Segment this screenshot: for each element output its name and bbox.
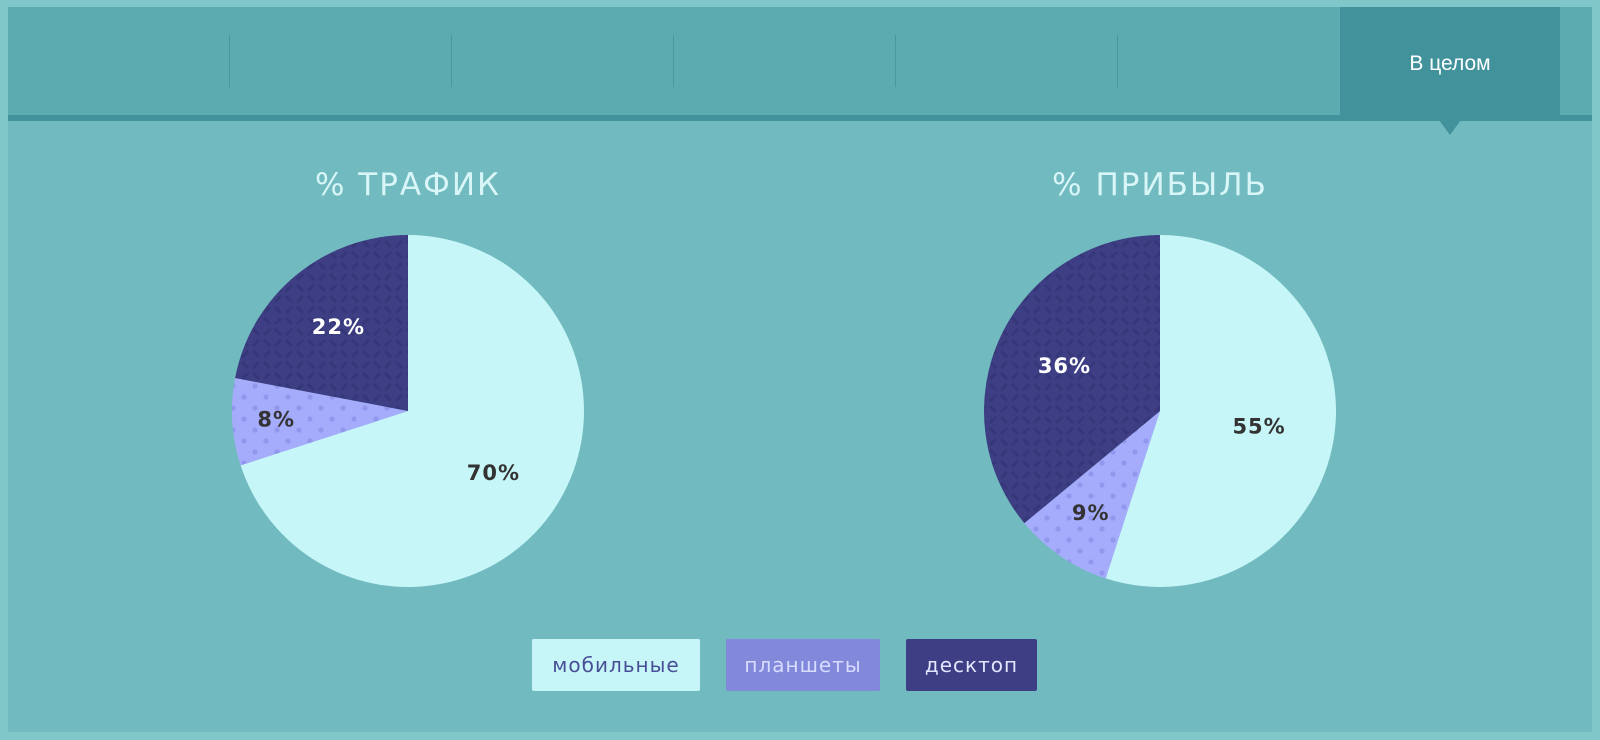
- pie-charts: 70% 8% 22% 55% 9% 36%: [232, 235, 1337, 587]
- tab-divider: [1117, 35, 1118, 87]
- tab-bar: [8, 7, 1592, 115]
- tab-divider: [673, 35, 674, 87]
- tab-bar-underline: [8, 115, 1592, 121]
- pie-label-desktop: 36%: [1038, 354, 1091, 378]
- legend-desktop-button[interactable]: десктоп: [906, 639, 1037, 691]
- active-tab-pointer: [1439, 120, 1461, 135]
- tab-divider: [895, 35, 896, 87]
- profit-pie: 55% 9% 36%: [984, 235, 1337, 587]
- dashboard-frame: В целом % ТРАФИК % ПРИБЫЛЬ 70% 8% 22% 55% 9…: [8, 7, 1592, 732]
- traffic-chart-title: % ТРАФИК: [314, 167, 502, 203]
- pie-label-tablets: 8%: [257, 407, 295, 431]
- tab-divider: [229, 35, 230, 87]
- tab-overall-label: В целом: [1409, 52, 1491, 75]
- pie-slice-mobile: [1105, 235, 1337, 587]
- pie-label-mobile: 55%: [1232, 415, 1285, 439]
- pie-label-desktop: 22%: [312, 315, 365, 339]
- legend-mobile-button[interactable]: мобильные: [532, 639, 700, 691]
- pie-label-mobile: 70%: [467, 461, 520, 485]
- pie-slice-desktop: [984, 235, 1160, 524]
- pie-slice-desktop: [235, 235, 408, 411]
- pie-label-tablets: 9%: [1072, 501, 1110, 525]
- tab-overall[interactable]: В целом: [1340, 7, 1560, 121]
- traffic-pie: 70% 8% 22%: [232, 235, 584, 587]
- pie-slice-mobile: [240, 235, 584, 587]
- pie-slice-tablets: [232, 378, 408, 466]
- pie-slice-tablets: [1024, 411, 1160, 579]
- legend-tablets-button[interactable]: планшеты: [726, 639, 880, 691]
- profit-chart-title: % ПРИБЫЛЬ: [1052, 167, 1268, 203]
- tab-divider: [451, 35, 452, 87]
